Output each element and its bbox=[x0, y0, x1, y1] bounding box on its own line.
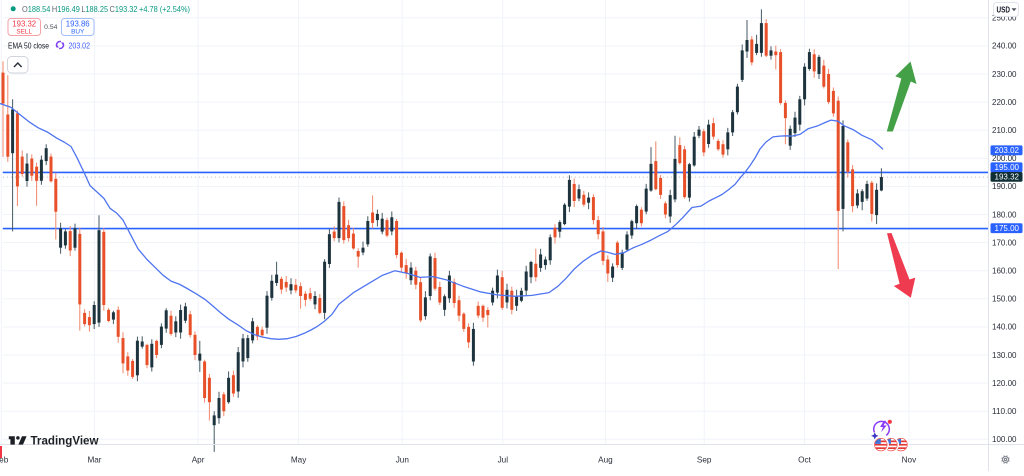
svg-text:193.32: 193.32 bbox=[12, 19, 36, 28]
svg-text:Oct: Oct bbox=[798, 456, 811, 465]
svg-text:110.00: 110.00 bbox=[992, 407, 1017, 416]
svg-text:SELL: SELL bbox=[16, 29, 32, 36]
svg-text:BUY: BUY bbox=[71, 29, 85, 36]
svg-text:170.00: 170.00 bbox=[992, 238, 1017, 247]
svg-text:120.00: 120.00 bbox=[992, 379, 1017, 388]
svg-text:160.00: 160.00 bbox=[992, 267, 1017, 276]
svg-text:May: May bbox=[291, 456, 307, 465]
svg-text:Jul: Jul bbox=[498, 456, 509, 465]
svg-text:Aug: Aug bbox=[598, 456, 613, 465]
svg-text:Jun: Jun bbox=[396, 456, 410, 465]
svg-text:203.02: 203.02 bbox=[69, 40, 91, 50]
svg-text:193.32: 193.32 bbox=[995, 173, 1020, 182]
svg-text:195.00: 195.00 bbox=[995, 163, 1020, 172]
svg-text:203.02: 203.02 bbox=[995, 146, 1020, 155]
svg-text:O188.54 H196.49 L188.25 C193.3: O188.54 H196.49 L188.25 C193.32 +4.78 (+… bbox=[22, 4, 190, 14]
svg-text:175.00: 175.00 bbox=[995, 224, 1020, 233]
svg-text:150.00: 150.00 bbox=[992, 295, 1017, 304]
svg-text:Sep: Sep bbox=[697, 456, 712, 465]
svg-text:130.00: 130.00 bbox=[992, 351, 1017, 360]
svg-text:200.00: 200.00 bbox=[992, 154, 1017, 163]
svg-text:193.86: 193.86 bbox=[66, 19, 90, 28]
svg-text:220.00: 220.00 bbox=[992, 98, 1017, 107]
svg-text:Apr: Apr bbox=[192, 456, 205, 465]
svg-text:240.00: 240.00 bbox=[992, 42, 1017, 51]
svg-text:Mar: Mar bbox=[87, 456, 101, 465]
svg-text:180.00: 180.00 bbox=[992, 210, 1017, 219]
svg-text:Nov: Nov bbox=[902, 456, 917, 465]
svg-text:0.54: 0.54 bbox=[44, 24, 57, 31]
svg-text:230.00: 230.00 bbox=[992, 70, 1017, 79]
svg-text:140.00: 140.00 bbox=[992, 323, 1017, 332]
svg-text:EMA 50 close: EMA 50 close bbox=[8, 40, 49, 50]
svg-text:190.00: 190.00 bbox=[992, 182, 1017, 191]
svg-text:USD: USD bbox=[997, 5, 1011, 14]
svg-text:210.00: 210.00 bbox=[992, 126, 1017, 135]
svg-text:TradingView: TradingView bbox=[31, 436, 99, 448]
svg-text:100.00: 100.00 bbox=[992, 435, 1017, 444]
